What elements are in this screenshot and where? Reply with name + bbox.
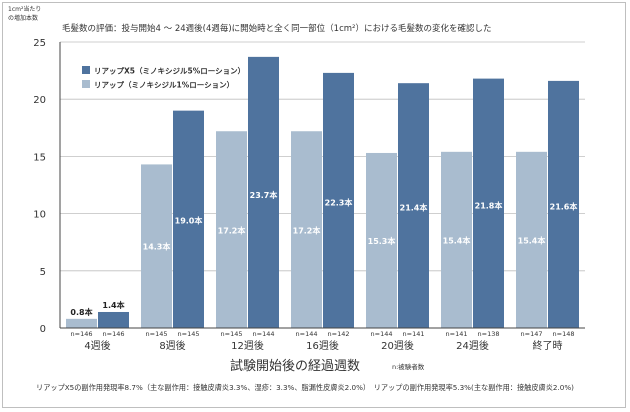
bar [323,72,354,328]
x-tick-label: 4週後 [84,339,110,352]
bar [173,110,204,328]
n-label: n=146 [71,330,93,338]
bar [366,152,397,328]
bar [216,131,247,328]
bar-value-label: 22.3本 [325,198,353,208]
n-label: n=142 [328,330,350,338]
n-label: n=138 [478,330,500,338]
legend: リアップX5（ミノキシジル5%ローション） リアップ（ミノキシジル1%ローション） [82,66,245,90]
n-label: n=145 [221,330,243,338]
chart-title: 毛髪数の評価：投与開始4 〜 24週後(4週毎)に開始時と全く同一部位（1cm²… [62,23,491,34]
y-axis-label-line1: 1cm²当たり [8,5,41,13]
legend-swatch [82,80,90,88]
bar-value-label: 21.8本 [475,200,503,210]
bar [516,151,547,328]
bar [441,151,472,328]
bar [548,80,579,328]
bar-value-label: 15.3本 [368,236,396,246]
legend-label: リアップ（ミノキシジル1%ローション） [94,80,234,90]
n-label: n=141 [403,330,425,338]
bar [141,164,172,328]
x-tick-label: 24週後 [456,339,489,352]
y-tick-label: 5 [40,267,46,278]
footnote: リアップX5の副作用発現率8.7%（主な副作用：接触皮膚炎3.3%、湿疹：3.3… [36,383,574,392]
n-label: n=147 [521,330,543,338]
n-label: n=148 [553,330,575,338]
n-note: n:被験者数 [392,362,425,371]
x-tick-label: 12週後 [231,339,264,352]
x-tick-label: 終了時 [533,339,563,352]
n-label: n=141 [446,330,468,338]
bar-value-label: 15.4本 [518,235,546,245]
y-tick-label: 15 [33,152,46,163]
bar [66,318,97,328]
bar-value-label: 1.4本 [102,300,124,310]
x-tick-label: 8週後 [159,339,185,352]
bar-value-label: 17.2本 [218,226,246,236]
x-axis-title: 試験開始後の経過週数 [230,358,360,374]
legend-swatch [82,66,90,74]
y-gridlines [60,41,585,272]
legend-label: リアップX5（ミノキシジル5%ローション） [94,66,245,76]
x-tick-label: 16週後 [306,339,339,352]
bar [248,56,279,328]
bar-value-label: 0.8本 [70,307,92,317]
chart-frame [2,2,626,408]
n-label: n=145 [146,330,168,338]
bar-value-label: 15.4本 [443,235,471,245]
bar-value-label: 21.4本 [400,202,428,212]
bar [291,131,322,328]
n-label: n=144 [371,330,393,338]
n-label: n=145 [178,330,200,338]
x-tick-label: 20週後 [381,339,414,352]
legend-item: リアップX5（ミノキシジル5%ローション） [82,66,245,76]
n-label: n=146 [103,330,125,338]
bar-value-label: 21.6本 [550,201,578,211]
bar [398,83,429,329]
y-tick-label: 25 [33,38,46,49]
y-tick-labels: 0 5 10 15 20 25 [33,38,46,335]
y-axis-label-line2: の増加本数 [8,14,38,22]
legend-item: リアップ（ミノキシジル1%ローション） [82,80,234,90]
n-label: n=144 [296,330,318,338]
y-tick-label: 10 [33,210,46,221]
n-label: n=144 [253,330,275,338]
bar-value-label: 14.3本 [143,241,171,251]
y-tick-label: 20 [33,95,46,106]
bar [473,78,504,328]
bar-value-label: 17.2本 [293,226,321,236]
bar-value-label: 23.7本 [250,190,278,200]
bar-value-label: 19.0本 [175,216,203,226]
bar [98,311,129,328]
y-tick-label: 0 [40,324,46,335]
